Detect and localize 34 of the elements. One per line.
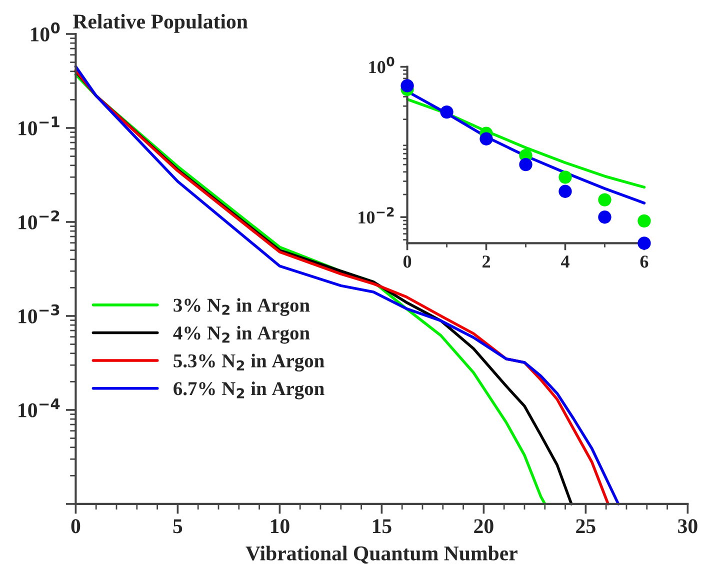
point (638, 214, 651, 228)
point (480, 132, 493, 146)
x-tick-label: 15 (372, 519, 392, 534)
y-tick-label: 10$^{0}$ (30, 22, 60, 42)
point (440, 105, 454, 119)
point (400, 79, 414, 92)
x-tick-label: 30 (678, 519, 698, 534)
legend-label: 5.3% N$_{2}$ in Argon (174, 354, 324, 372)
y-tick-label: 10$^{−2}$ (358, 207, 394, 224)
y-tick-label: 10$^{−4}$ (18, 398, 60, 418)
x-tick-label: 0 (71, 519, 80, 534)
y-tick-label: 10$^{0}$ (369, 56, 394, 74)
point (558, 184, 572, 198)
x-tick-label: 4 (560, 256, 570, 268)
legend-label: 4% N$_{2}$ in Argon (173, 326, 310, 344)
x-tick-label: 2 (482, 256, 490, 268)
point (598, 193, 612, 206)
x-tick-label: 25 (576, 519, 596, 534)
point (558, 170, 572, 184)
line-series (406, 98, 646, 189)
x-tick-label: 5 (173, 519, 182, 534)
x-tick-label: 6 (640, 256, 648, 268)
point (598, 210, 612, 224)
x-axis-title: Vibrational Quantum Number (246, 546, 518, 564)
legend-label: 6.7% N$_{2}$ in Argon (174, 382, 324, 400)
y-tick-label: 10$^{−1}$ (18, 116, 60, 136)
y-tick-label: 10$^{−3}$ (18, 304, 60, 324)
y-tick-label: 10$^{−2}$ (18, 210, 60, 230)
point (519, 158, 532, 172)
legend-label: 3% N$_{2}$ in Argon (174, 298, 310, 316)
x-tick-label: 20 (474, 519, 494, 534)
x-tick-label: 10 (270, 519, 290, 534)
x-tick-label: 0 (403, 256, 412, 268)
chart-title: Relative Population (73, 14, 248, 33)
